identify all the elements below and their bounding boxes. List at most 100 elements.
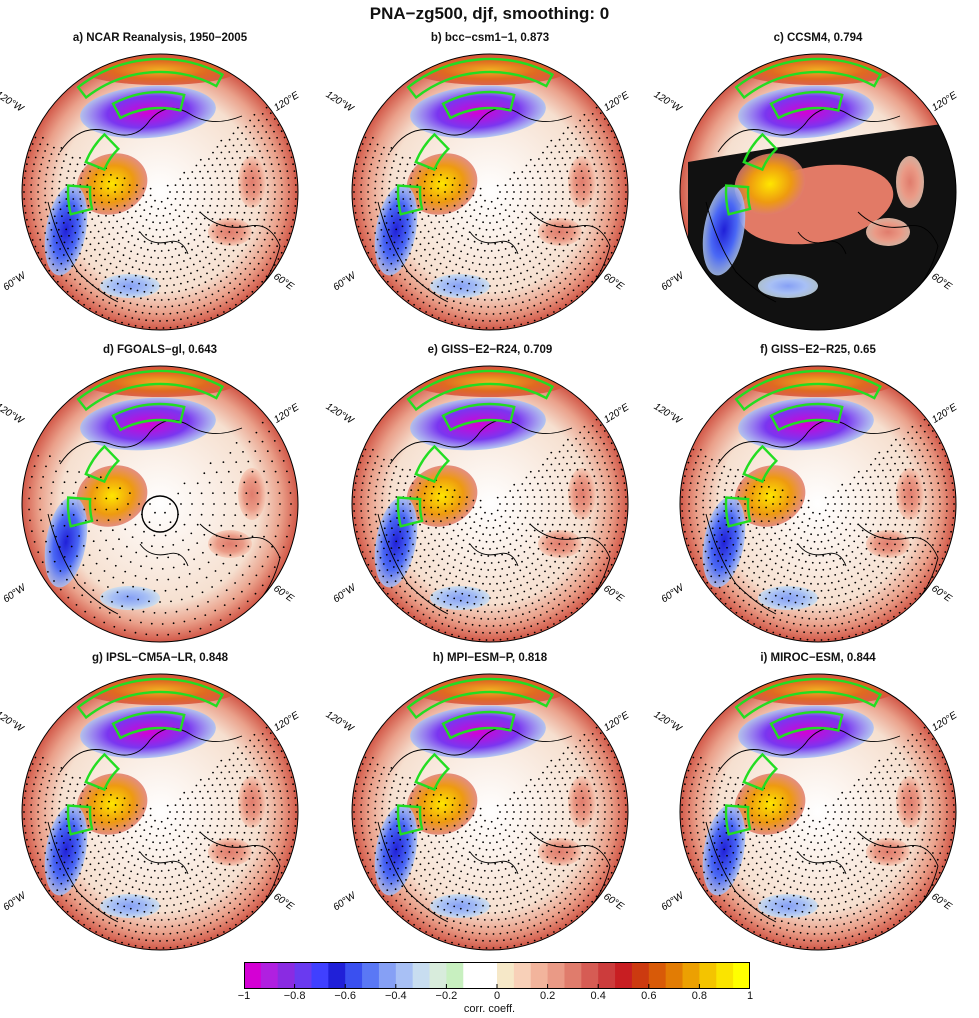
colorbar-swatch	[733, 962, 750, 989]
polar-map: 120°W 120°E 60°W 60°E	[652, 673, 959, 951]
coastlines	[705, 107, 939, 307]
colorbar-swatch	[665, 962, 684, 989]
lon-label-60e: 60°E	[601, 583, 625, 604]
polar-map: 120°W 120°E 60°W 60°E	[0, 53, 301, 331]
colorbar-tick-label: 0.6	[641, 990, 657, 1002]
aleutian-negative-blob	[410, 397, 546, 451]
region-box-southeast-us	[66, 184, 94, 216]
atlantic-negative-blob	[758, 894, 818, 918]
aleutian-negative-blob	[738, 705, 874, 759]
region-box-canada	[84, 132, 121, 172]
polar-map: 120°W 120°E 60°W 60°E	[0, 365, 301, 643]
lon-label-120e: 120°E	[602, 90, 631, 114]
region-box-southeast-us	[396, 184, 424, 216]
atlantic-negative-blob	[100, 586, 160, 610]
colorbar-tick-label: −1	[237, 990, 251, 1002]
region-box-southeast-us	[396, 496, 424, 528]
colorbar-swatch	[294, 962, 312, 989]
europe-positive-blob	[866, 218, 910, 246]
lon-label-60e: 60°E	[271, 891, 295, 912]
lon-label-60w: 60°W	[659, 890, 687, 914]
lon-label-60e: 60°E	[929, 891, 953, 912]
region-box-north-pacific	[76, 677, 225, 720]
significance-stippling	[353, 726, 627, 949]
colorbar-swatch	[598, 962, 616, 989]
region-box-southeast-us	[396, 804, 424, 836]
colorbar-swatch	[480, 962, 498, 989]
atlantic-negative-blob	[430, 586, 490, 610]
colorbar-swatch	[429, 962, 447, 989]
significance-stippling	[23, 106, 297, 329]
lon-label-120w: 120°W	[324, 401, 357, 427]
map-outline	[351, 53, 629, 331]
colorbar-swatch	[631, 962, 650, 989]
colorbar-swatch	[260, 962, 279, 989]
colorbar-swatch	[699, 962, 717, 989]
lon-label-60w: 60°W	[331, 270, 359, 294]
panel-title: d) FGOALS−gl, 0.643	[102, 344, 218, 356]
lon-label-120w: 120°W	[324, 709, 357, 735]
region-box-canada	[84, 752, 121, 792]
lon-label-60e: 60°E	[601, 271, 625, 292]
lon-label-120w: 120°W	[652, 89, 685, 115]
figure-title: PNA−zg500, djf, smoothing: 0	[369, 4, 610, 23]
colorbar-swatch	[547, 962, 565, 989]
region-box-aleutian	[441, 402, 516, 432]
lon-label-60e: 60°E	[929, 583, 953, 604]
southeast-us-negative-blob	[44, 496, 88, 588]
region-box-north-pacific	[406, 57, 555, 100]
colorbar-swatch	[412, 962, 431, 989]
map-outline	[351, 365, 629, 643]
polar-map: 120°W 120°E 60°W 60°E	[0, 673, 301, 951]
colorbar-swatch	[362, 962, 380, 989]
region-box-north-pacific	[406, 369, 555, 412]
region-box-southeast-us	[724, 184, 752, 216]
lon-label-120e: 120°E	[272, 710, 301, 734]
polar-map: 120°W 120°E 60°W 60°E	[652, 53, 959, 331]
asia-positive-blob	[238, 468, 266, 520]
colorbar-tick-label: 0.2	[539, 990, 556, 1002]
colorbar-label: corr. coeff.	[463, 1003, 516, 1015]
asia-positive-blob	[238, 776, 266, 828]
colorbar-swatch	[682, 962, 700, 989]
colorbar-swatch	[581, 962, 599, 989]
region-box-north-pacific	[406, 677, 555, 720]
colorbar-ticks: −1 −0.8 −0.6 −0.4 −0.2 0 0.2 0.4 0.6 0.8 1	[238, 990, 754, 1004]
lon-label-120e: 120°E	[930, 402, 959, 426]
region-box-southeast-us	[66, 804, 94, 836]
map-outline	[679, 53, 957, 331]
canada-positive-blob	[734, 153, 806, 215]
lon-label-120w: 120°W	[652, 401, 685, 427]
region-box-canada	[742, 132, 779, 172]
asia-positive-blob	[896, 468, 924, 520]
colorbar-swatch	[244, 962, 262, 989]
map-outline	[21, 53, 299, 331]
region-box-aleutian	[769, 90, 844, 120]
asia-positive-blob	[896, 776, 924, 828]
region-box-north-pacific	[76, 57, 225, 100]
southeast-us-negative-blob	[702, 184, 746, 276]
colorbar-swatch	[328, 962, 346, 989]
colorbar-swatch	[277, 962, 296, 989]
panel-title: e) GISS−E2−R24, 0.709	[427, 344, 553, 356]
map-outline	[351, 673, 629, 951]
aleutian-negative-blob	[80, 85, 216, 139]
lon-label-60e: 60°E	[929, 271, 953, 292]
panel-title: c) CCSM4, 0.794	[773, 32, 863, 44]
lon-label-120e: 120°E	[272, 90, 301, 114]
lon-label-60e: 60°E	[271, 271, 295, 292]
polar-map: 120°W 120°E 60°W 60°E	[324, 53, 631, 331]
lon-label-60w: 60°W	[1, 890, 29, 914]
region-box-canada	[414, 444, 451, 484]
colorbar	[244, 962, 750, 989]
region-box-canada	[742, 444, 779, 484]
lon-label-120w: 120°W	[0, 89, 26, 115]
colorbar-tick-label: 1	[746, 990, 754, 1002]
lon-label-60w: 60°W	[659, 582, 687, 606]
aleutian-negative-blob	[410, 705, 546, 759]
atlantic-negative-blob	[758, 586, 818, 610]
asia-positive-blob	[238, 156, 266, 208]
lon-label-120e: 120°E	[602, 402, 631, 426]
lon-label-120e: 120°E	[602, 710, 631, 734]
colorbar-swatch	[615, 962, 633, 989]
